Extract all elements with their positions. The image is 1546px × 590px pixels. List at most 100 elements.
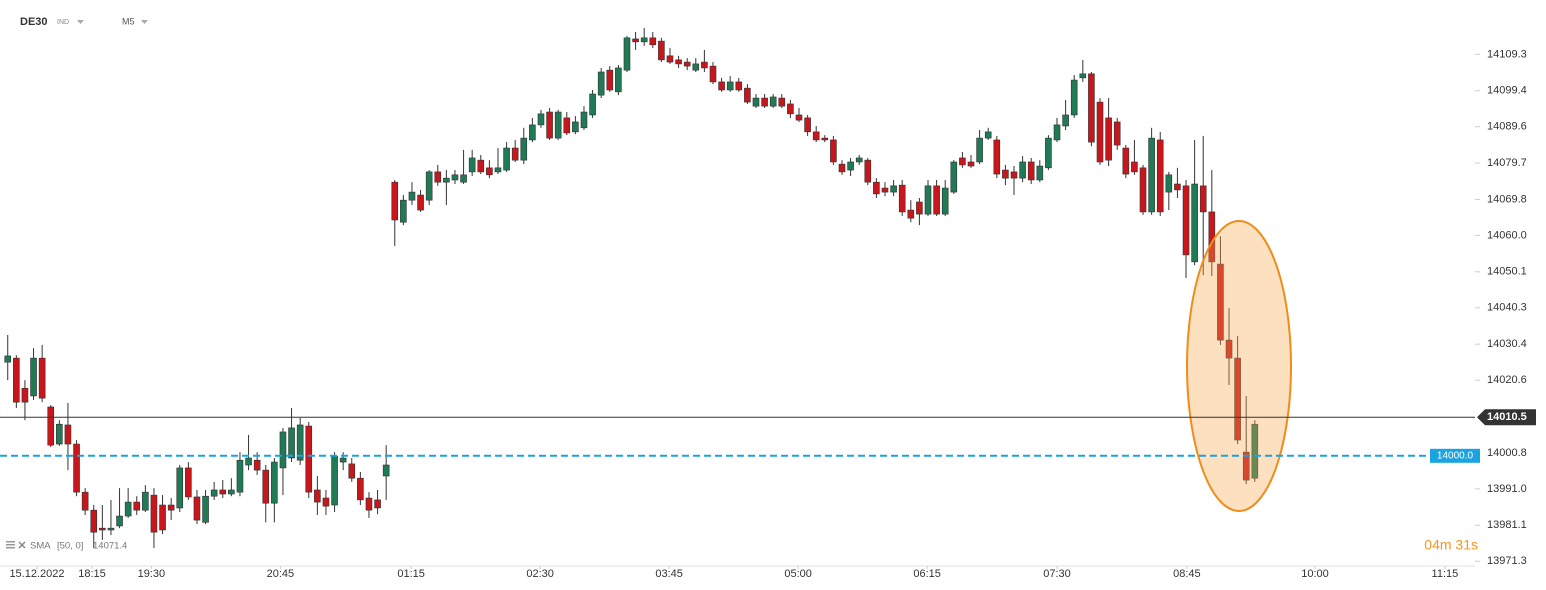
- candle-body: [511, 147, 519, 161]
- candle-body: [890, 185, 897, 193]
- interval[interactable]: M5: [122, 16, 135, 26]
- candle-body: [950, 161, 958, 193]
- candle-body: [167, 504, 175, 511]
- candle-body: [1010, 171, 1018, 179]
- candle-body: [804, 117, 811, 133]
- overlay: 14010.5 14000.0: [0, 409, 1536, 463]
- candle-body: [1036, 165, 1044, 181]
- candle-body: [331, 455, 338, 506]
- x-tick-label: 03:45: [655, 568, 683, 580]
- x-tick-label: 08:45: [1173, 568, 1201, 580]
- candle-body: [787, 103, 794, 115]
- indicator-name: SMA: [30, 541, 51, 552]
- candle-body: [56, 423, 63, 445]
- symbol: DE30: [20, 16, 48, 28]
- candle-body: [649, 37, 657, 46]
- candle-body: [563, 117, 571, 134]
- y-tick-label: 14089.6: [1487, 121, 1527, 133]
- candle-body: [1019, 161, 1026, 179]
- candle-body: [1191, 183, 1198, 263]
- candle-body: [271, 461, 278, 504]
- y-tick-label: 14020.6: [1487, 374, 1527, 386]
- candle-body: [64, 424, 72, 445]
- candle-body: [400, 199, 407, 223]
- candle-body: [778, 97, 786, 107]
- candle-body: [597, 71, 605, 96]
- candle-body: [288, 427, 295, 459]
- candle-body: [47, 406, 55, 446]
- candle-body: [81, 491, 89, 511]
- candle-body: [1070, 79, 1078, 116]
- candle-body: [615, 67, 622, 93]
- candle-body: [202, 495, 209, 523]
- candle-body: [503, 147, 510, 171]
- indicator-params: [50, 0]: [57, 541, 83, 552]
- candle-body: [855, 157, 863, 163]
- candle-body: [107, 527, 115, 531]
- candle-body: [1062, 114, 1069, 127]
- candle-body: [133, 501, 141, 511]
- candle-body: [1002, 169, 1009, 179]
- candle-body: [1113, 121, 1121, 146]
- candle-body: [1139, 167, 1147, 213]
- candle-timer: 04m 31s: [1424, 537, 1478, 553]
- indicator-legend: SMA [50, 0] 14071.4: [6, 541, 127, 552]
- header: DE30 IND M5: [20, 16, 148, 28]
- candle-body: [1027, 161, 1035, 181]
- plot-area: 14109.3 14099.4 14089.6 14079.7 14069.8 14060…: [0, 27, 1527, 580]
- candle-body: [13, 357, 20, 403]
- menu-icon[interactable]: [6, 541, 15, 543]
- candle-body: [701, 61, 708, 69]
- menu-icon[interactable]: [6, 547, 15, 549]
- x-tick-label: 15.12.2022: [9, 568, 64, 580]
- candle-body: [38, 357, 46, 399]
- candle-body: [443, 177, 450, 183]
- candle-body: [1242, 451, 1250, 481]
- candle-body: [1225, 339, 1233, 359]
- dropdown-caret[interactable]: [77, 20, 84, 24]
- candle-body: [253, 459, 261, 471]
- close-icon[interactable]: [18, 541, 26, 549]
- highlight-ellipse: [1186, 220, 1292, 512]
- candle-body: [460, 174, 467, 183]
- candle-body: [1251, 423, 1259, 479]
- y-tick-label: 13981.1: [1487, 519, 1527, 531]
- y-tick-label: 14060.0: [1487, 229, 1527, 241]
- candle-body: [99, 527, 106, 531]
- candle-body: [124, 501, 132, 517]
- candle-body: [726, 81, 734, 91]
- candle-body: [374, 499, 381, 509]
- candle-body: [262, 469, 270, 504]
- candle-body: [339, 457, 347, 463]
- candle-body: [494, 167, 502, 173]
- candle-body: [1199, 185, 1207, 213]
- candle-body: [391, 181, 399, 221]
- candle-body: [348, 463, 356, 479]
- candle-body: [752, 97, 760, 107]
- candle-body: [1088, 73, 1095, 143]
- candle-body: [976, 137, 983, 163]
- candle-body: [1096, 101, 1104, 163]
- menu-icon[interactable]: [6, 544, 15, 546]
- candle-body: [580, 111, 588, 129]
- candle-body: [1131, 161, 1138, 173]
- candle-body: [546, 111, 553, 139]
- candle-body: [916, 201, 923, 215]
- candle-body: [769, 96, 777, 107]
- candle-body: [864, 159, 872, 183]
- candle-body: [1122, 147, 1130, 175]
- y-tick-label: 14050.1: [1487, 266, 1527, 278]
- candle-body: [873, 181, 880, 195]
- indicator-value: 14071.4: [93, 541, 127, 552]
- candle-body: [933, 185, 940, 215]
- candle-body: [417, 194, 424, 211]
- candle-body: [683, 61, 691, 67]
- y-tick-label: 13991.0: [1487, 483, 1527, 495]
- candle-body: [21, 387, 29, 403]
- x-tick-label: 11:15: [1432, 568, 1459, 580]
- candle-body: [185, 467, 192, 498]
- dropdown-caret[interactable]: [141, 20, 148, 24]
- y-tick-label: 14069.8: [1487, 193, 1527, 205]
- y-tick-label: 14000.8: [1487, 447, 1527, 459]
- candle-body: [357, 477, 364, 501]
